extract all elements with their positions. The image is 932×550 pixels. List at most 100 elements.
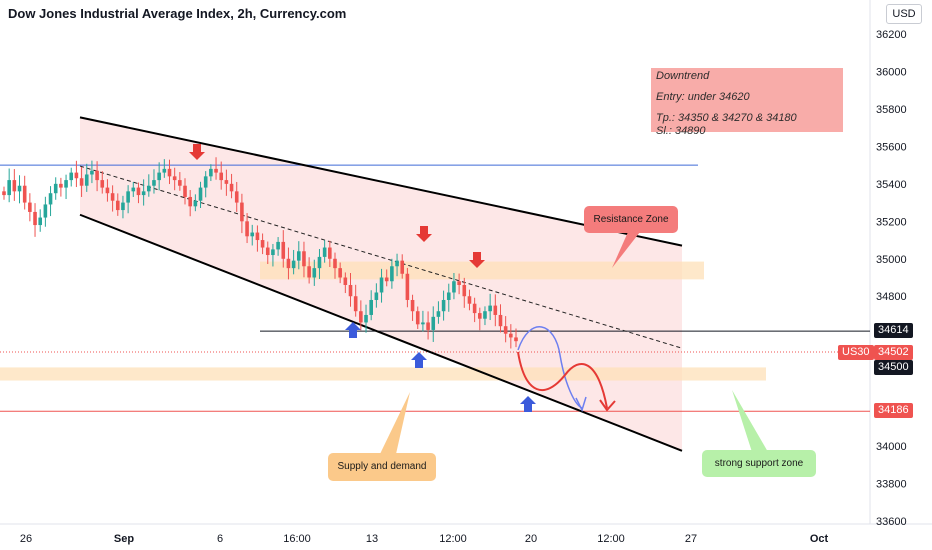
y-tick-label: 34000	[876, 441, 907, 453]
candle-body	[374, 292, 379, 300]
candle-body	[395, 260, 399, 267]
candle-body	[172, 176, 177, 181]
x-tick-label: 27	[685, 533, 697, 545]
candle-body	[90, 170, 94, 175]
candle-body	[183, 185, 187, 197]
candle-body	[390, 266, 394, 282]
candle-body	[291, 260, 296, 269]
candle-body	[276, 241, 280, 250]
candle-body	[95, 170, 99, 181]
currency-button[interactable]: USD	[886, 4, 922, 24]
candle-body	[255, 232, 260, 241]
projection-path-blue	[517, 326, 583, 409]
candle-body	[115, 200, 120, 211]
candle-body	[271, 249, 275, 256]
resistance-callout-pointer	[612, 232, 640, 268]
candle-body	[141, 191, 146, 196]
candle-body	[38, 217, 43, 226]
y-tick-label: 35200	[876, 216, 907, 228]
note-line-tp: Tp.: 34350 & 34270 & 34180	[656, 112, 797, 124]
x-tick-label: Oct	[810, 533, 829, 545]
candle-body	[53, 183, 58, 194]
candle-body	[338, 268, 342, 278]
candle-body	[69, 172, 74, 181]
y-tick-label: 33800	[876, 479, 907, 491]
candle-body	[410, 299, 415, 312]
support-zone-callout: strong support zone	[702, 450, 816, 477]
sell-arrow-icon	[416, 226, 432, 242]
candle-body	[384, 277, 389, 282]
candle-body	[498, 314, 503, 327]
y-tick-label: 35600	[876, 141, 907, 153]
supply-callout-pointer	[380, 392, 410, 454]
note-line-entry: Entry: under 34620	[656, 91, 750, 103]
candle-body	[234, 191, 239, 203]
candle-body	[162, 168, 167, 173]
candle-body	[59, 183, 63, 188]
y-tick-label: 35400	[876, 179, 907, 191]
y-tick-label: 36000	[876, 66, 907, 78]
candle-body	[405, 273, 410, 300]
candle-body	[307, 266, 311, 278]
candle-body	[452, 281, 456, 293]
candle-body	[260, 240, 265, 248]
y-tick-label: 33600	[876, 516, 907, 528]
y-tick-label: 34800	[876, 291, 907, 303]
y-tick-label: 35800	[876, 104, 907, 116]
candle-body	[477, 313, 482, 319]
projection-arrowhead-red	[599, 399, 616, 412]
candle-body	[74, 172, 79, 179]
candle-body	[12, 180, 17, 192]
candle-body	[219, 172, 224, 181]
x-tick-label: 12:00	[439, 533, 467, 545]
candle-body	[43, 204, 48, 218]
candle-body	[296, 251, 301, 261]
candle-body	[343, 277, 348, 285]
symbol-tag: US30	[838, 345, 874, 360]
candle-body	[317, 256, 322, 269]
candle-body	[353, 296, 358, 312]
candle-body	[441, 299, 446, 312]
channel-lower-line	[79, 213, 683, 452]
projection-path-red	[517, 351, 608, 409]
candle-body	[488, 305, 492, 312]
candle-body	[214, 168, 218, 173]
x-tick-label: 12:00	[597, 533, 625, 545]
candle-body	[105, 187, 110, 194]
candle-body	[348, 284, 353, 297]
candle-body	[415, 311, 420, 325]
candle-body	[467, 296, 472, 304]
buy-arrow-icon	[411, 352, 427, 368]
resistance-zone-callout: Resistance Zone	[584, 206, 678, 233]
channel-upper-line	[79, 116, 683, 247]
candle-body	[265, 247, 270, 256]
buy-arrow-icon	[345, 322, 361, 338]
x-tick-label: 20	[525, 533, 537, 545]
chart-title: Dow Jones Industrial Average Index, 2h, …	[8, 6, 347, 21]
candle-body	[426, 322, 430, 330]
sell-arrow-icon	[469, 252, 485, 268]
candle-body	[157, 172, 161, 181]
support-callout-pointer	[732, 390, 768, 452]
x-tick-label: 26	[20, 533, 32, 545]
candle-body	[209, 168, 213, 177]
candle-body	[514, 337, 518, 342]
candle-body	[167, 168, 172, 177]
candle-body	[121, 202, 125, 211]
candle-body	[245, 221, 249, 237]
y-tick-label: 36200	[876, 29, 907, 41]
candle-body	[379, 277, 384, 293]
candle-body	[33, 211, 37, 226]
candle-body	[7, 180, 11, 196]
candle-body	[22, 185, 27, 203]
candle-body	[64, 180, 68, 188]
projection-arrowhead-blue	[575, 396, 587, 413]
candle-body	[462, 284, 467, 297]
candle-body	[457, 281, 461, 285]
candle-body	[250, 232, 255, 237]
x-tick-label: Sep	[114, 533, 134, 545]
candle-body	[240, 202, 244, 222]
candle-body	[302, 251, 306, 267]
candle-body	[126, 191, 130, 203]
